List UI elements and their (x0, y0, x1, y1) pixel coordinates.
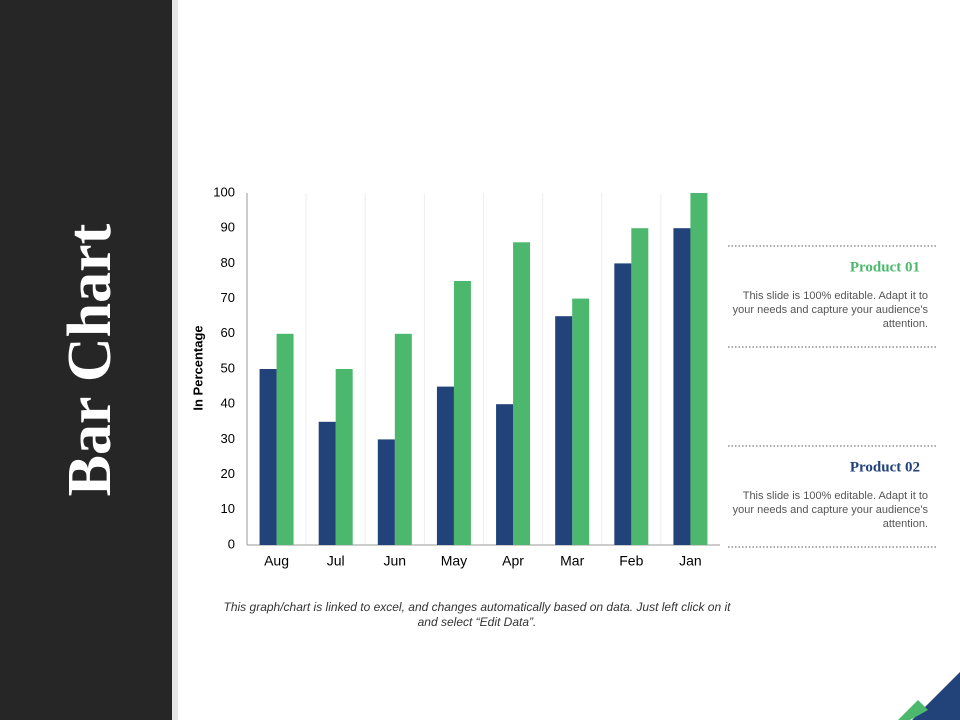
bar (673, 228, 691, 545)
y-tick-label: 0 (228, 536, 235, 551)
bar (276, 333, 294, 545)
bar (335, 369, 353, 545)
y-tick-label: 100 (213, 184, 235, 199)
bar (631, 228, 649, 545)
x-tick-label: Feb (619, 553, 643, 569)
bar (690, 193, 708, 545)
bar (318, 421, 336, 545)
side-strip (172, 0, 178, 720)
x-tick-label: May (441, 553, 467, 569)
y-tick-label: 90 (221, 220, 235, 235)
y-tick-label: 60 (221, 325, 235, 340)
y-tick-label: 20 (221, 466, 235, 481)
y-axis-label: In Percentage (190, 325, 205, 410)
x-tick-label: Jul (327, 553, 345, 569)
bar (555, 316, 573, 545)
y-tick-label: 30 (221, 431, 235, 446)
x-tick-label: Apr (502, 553, 524, 569)
legend-label: Product 02 (850, 459, 920, 475)
y-tick-label: 80 (221, 255, 235, 270)
bar (496, 404, 514, 545)
legend-description: This slide is 100% editable. Adapt it to… (732, 490, 928, 530)
y-tick-label: 70 (221, 290, 235, 305)
y-tick-label: 40 (221, 396, 235, 411)
x-tick-label: Aug (264, 553, 289, 569)
y-tick-label: 10 (221, 501, 235, 516)
x-tick-label: Mar (560, 553, 584, 569)
y-tick-label: 50 (221, 360, 235, 375)
bar (259, 369, 277, 545)
bar (513, 242, 531, 545)
side-bar (0, 0, 172, 720)
bar (436, 386, 454, 545)
bar (377, 439, 395, 545)
bar (614, 263, 632, 545)
decoration (898, 700, 928, 720)
legend-description: This slide is 100% editable. Adapt it to… (732, 290, 928, 330)
x-tick-label: Jun (384, 553, 407, 569)
bar (453, 281, 471, 545)
bar (394, 333, 412, 545)
slide-title: Bar Chart (56, 223, 124, 496)
footnote: This graph/chart is linked to excel, and… (223, 600, 731, 629)
legend-label: Product 01 (850, 259, 920, 275)
bar (572, 298, 590, 545)
x-tick-label: Jan (679, 553, 702, 569)
